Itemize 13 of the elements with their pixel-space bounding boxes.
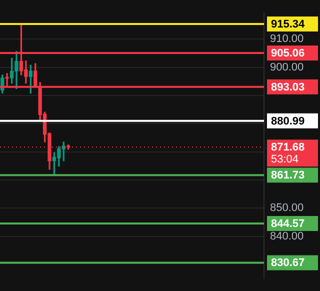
ref-line-label: 880.99 [271,115,305,128]
ref-line-label: 915.34 [271,18,306,31]
text: 53:04 [271,154,299,166]
y-tick-label: 910.00 [270,33,304,46]
ref-line-label: 905.06 [271,48,305,60]
y-tick-label: 900.00 [270,61,304,74]
y-tick-label: 850.00 [270,202,304,214]
y-tick-label: 840.00 [270,230,304,242]
ref-line-label: 844.57 [271,218,305,230]
ref-line-label: 861.73 [271,170,305,182]
ref-line-label: 830.67 [271,257,305,270]
ref-line-label: 871.68 [271,142,305,154]
ref-line-label: 893.03 [271,81,305,94]
